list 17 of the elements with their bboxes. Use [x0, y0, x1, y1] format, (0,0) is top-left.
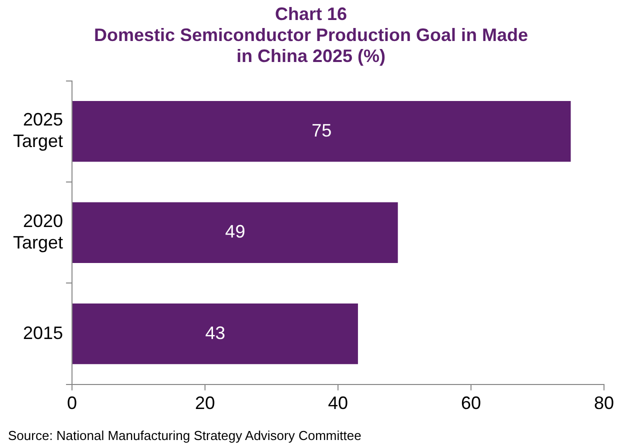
data-label: 49 [225, 222, 246, 242]
x-tick-label: 0 [67, 393, 78, 414]
chart-subtitle: Domestic Semiconductor Production Goal in Made in China 2025 (%) [92, 25, 530, 67]
x-tick-label: 80 [594, 393, 614, 414]
bar [72, 303, 358, 364]
x-tick-label: 40 [328, 393, 348, 414]
chart-title: Chart 16 [274, 4, 348, 25]
y-tick-label: 2020 Target [12, 210, 64, 252]
x-tick-label: 60 [460, 393, 482, 414]
bar [72, 202, 398, 263]
y-tick-label: 2025 Target [12, 110, 64, 152]
y-tick-label: 2015 [22, 322, 64, 343]
x-tick-label: 20 [195, 393, 216, 414]
source-note: Source: National Manufacturing Strategy Advisory Committee [8, 428, 362, 443]
data-label: 75 [312, 120, 332, 140]
data-label: 43 [205, 322, 226, 343]
bar [72, 101, 571, 162]
